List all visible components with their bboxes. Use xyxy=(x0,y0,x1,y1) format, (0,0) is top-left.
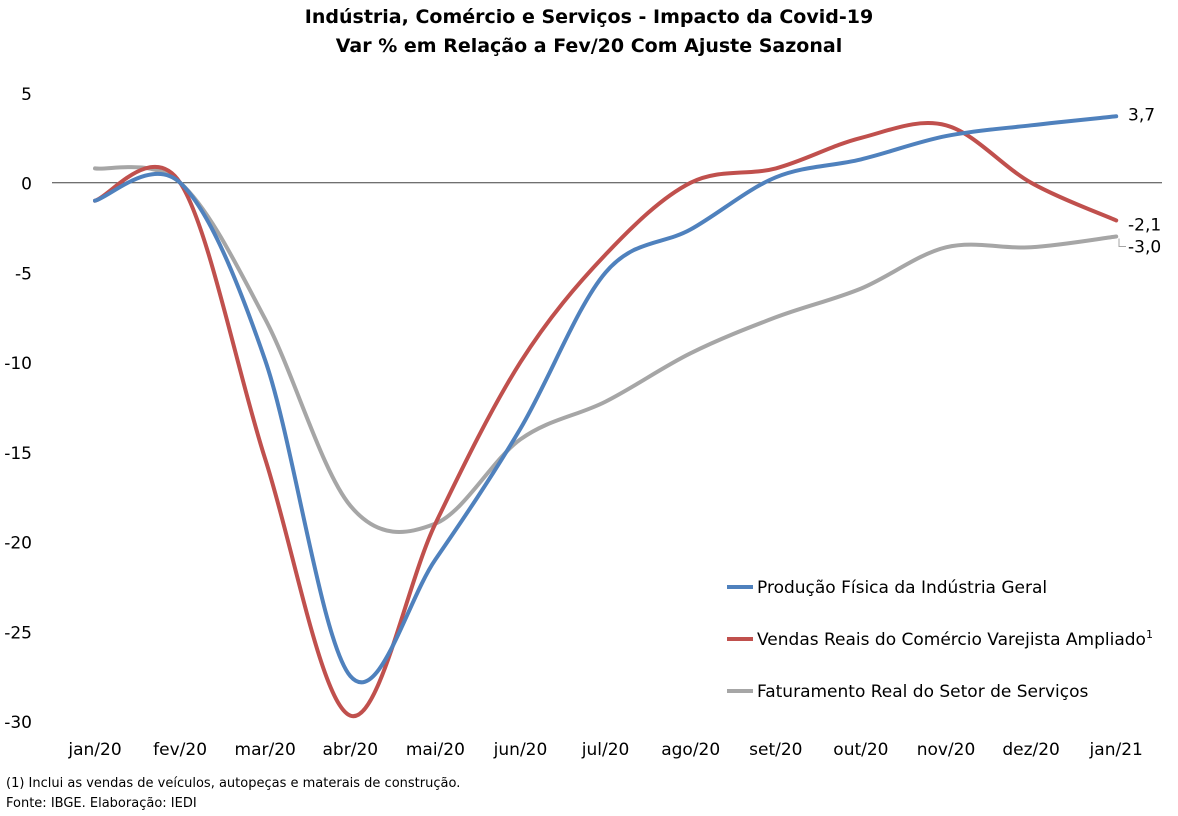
series-line xyxy=(93,114,1119,685)
end-data-label: -2,1 xyxy=(1128,215,1161,235)
x-tick-label: jan/20 xyxy=(67,740,121,760)
x-tick-label: mai/20 xyxy=(406,740,465,760)
legend-label: Vendas Reais do Comércio Varejista Ampli… xyxy=(757,628,1153,650)
chart-title: Indústria, Comércio e Serviços - Impacto… xyxy=(304,6,874,28)
end-data-label: -3,0 xyxy=(1128,238,1161,258)
x-tick-label: ago/20 xyxy=(661,740,720,760)
x-tick-label: mar/20 xyxy=(235,740,296,760)
x-tick-label: fev/20 xyxy=(153,740,207,760)
y-tick-label: -25 xyxy=(4,623,32,643)
end-data-label: 3,7 xyxy=(1128,105,1155,125)
footnote: (1) Inclui as vendas de veículos, autope… xyxy=(6,776,461,791)
series-line xyxy=(93,165,1119,534)
y-tick-label: 5 xyxy=(21,85,32,105)
x-tick-label: jun/20 xyxy=(493,740,548,760)
x-tick-label: dez/20 xyxy=(1002,740,1060,760)
y-tick-label: 0 xyxy=(21,175,32,195)
source-note: Fonte: IBGE. Elaboração: IEDI xyxy=(6,796,197,811)
x-tick-label: jan/21 xyxy=(1089,740,1143,760)
x-tick-label: abr/20 xyxy=(323,740,379,760)
legend-label: Faturamento Real do Setor de Serviços xyxy=(757,682,1089,702)
x-tick-label: out/20 xyxy=(833,740,888,760)
y-tick-label: -20 xyxy=(4,534,32,554)
x-tick-label: set/20 xyxy=(749,740,802,760)
x-tick-label: jul/20 xyxy=(581,740,630,760)
y-tick-label: -30 xyxy=(4,713,32,733)
end-label-leader xyxy=(1118,238,1126,248)
y-tick-label: -5 xyxy=(15,264,32,284)
x-tick-label: nov/20 xyxy=(917,740,976,760)
chart-subtitle: Var % em Relação a Fev/20 Com Ajuste Saz… xyxy=(335,35,843,57)
y-tick-label: -15 xyxy=(4,444,32,464)
y-tick-label: -10 xyxy=(4,354,32,374)
legend-label: Produção Física da Indústria Geral xyxy=(757,578,1047,598)
series-line xyxy=(93,121,1119,718)
